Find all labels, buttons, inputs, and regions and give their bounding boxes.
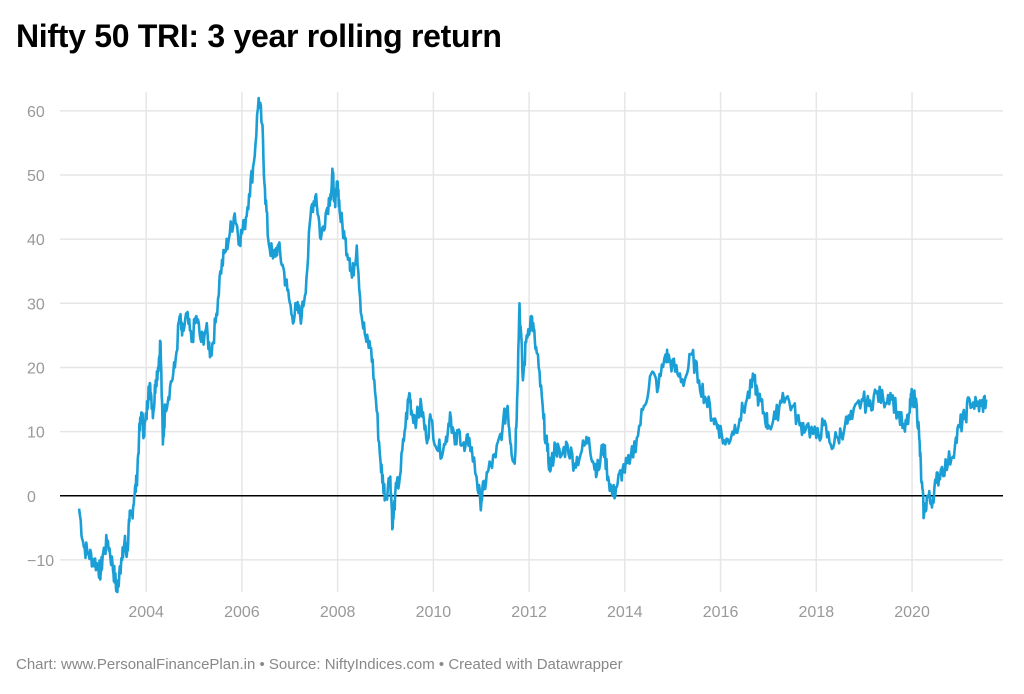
x-tick-label: 2012 [511, 604, 547, 621]
chart-footer: Chart: www.PersonalFinancePlan.in • Sour… [16, 656, 623, 673]
y-tick-label: 60 [27, 104, 45, 121]
y-tick-label: 40 [27, 232, 45, 249]
x-tick-label: 2014 [607, 604, 643, 621]
x-tick-label: 2008 [320, 604, 356, 621]
x-tick-label: 2018 [799, 604, 835, 621]
x-axis-ticks: 2004 2006 2008 2010 2012 2014 2016 2018 2020 [128, 604, 930, 621]
chart-title: Nifty 50 TRI: 3 year rolling return [16, 18, 502, 54]
y-axis-ticks: −10 0 10 20 30 40 50 60 [27, 104, 54, 570]
x-tick-label: 2004 [128, 604, 164, 621]
y-tick-label: 10 [27, 425, 45, 442]
y-tick-label: 0 [27, 489, 36, 506]
x-tick-label: 2006 [224, 604, 260, 621]
grid [60, 92, 1003, 592]
y-tick-label: 20 [27, 360, 45, 377]
series-line-rolling-return [77, 96, 988, 594]
x-tick-label: 2016 [703, 604, 739, 621]
y-tick-label: 50 [27, 168, 45, 185]
y-tick-label: 30 [27, 296, 45, 313]
x-tick-label: 2010 [416, 604, 452, 621]
y-tick-label: −10 [27, 553, 54, 570]
x-tick-label: 2020 [894, 604, 930, 621]
